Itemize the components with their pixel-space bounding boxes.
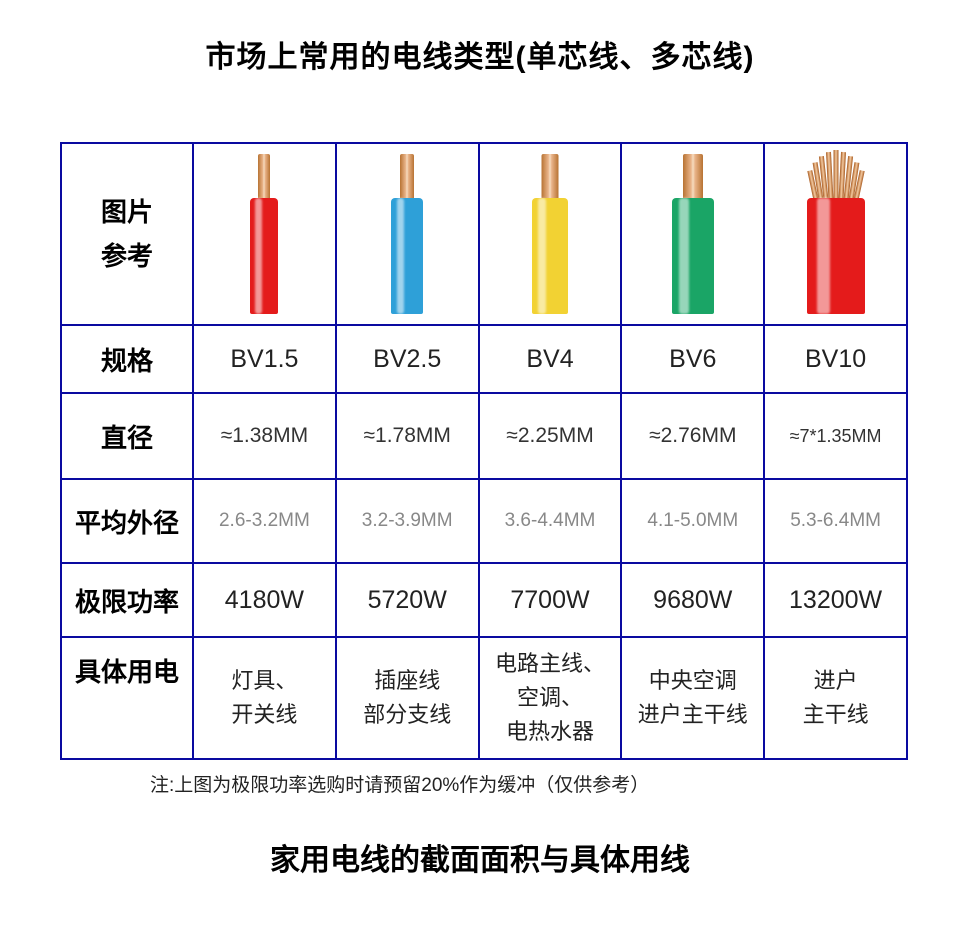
row-avg-outer: 平均外径 2.6-3.2MM 3.2-3.9MM 3.6-4.4MM 4.1-5… — [61, 479, 907, 563]
diameter-value: ≈1.38MM — [193, 393, 336, 479]
spec-value: BV10 — [764, 325, 907, 393]
diameter-value: ≈7*1.35MM — [764, 393, 907, 479]
row-spec: 规格 BV1.5 BV2.5 BV4 BV6 BV10 — [61, 325, 907, 393]
wire-strands — [813, 154, 858, 200]
max-power-value: 4180W — [193, 563, 336, 637]
wire-illustration — [532, 154, 568, 314]
max-power-value: 9680W — [621, 563, 764, 637]
wire-image-cell — [479, 143, 622, 325]
row-max-power: 极限功率 4180W 5720W 7700W 9680W 13200W — [61, 563, 907, 637]
row-label-avg-outer: 平均外径 — [61, 479, 193, 563]
usage-value: 灯具、 开关线 — [193, 637, 336, 759]
usage-value: 插座线 部分支线 — [336, 637, 479, 759]
wire-jacket — [532, 198, 568, 314]
max-power-value: 5720W — [336, 563, 479, 637]
avg-outer-value: 4.1-5.0MM — [621, 479, 764, 563]
wire-image-cell — [764, 143, 907, 325]
wire-jacket — [391, 198, 423, 314]
spec-value: BV2.5 — [336, 325, 479, 393]
avg-outer-value: 5.3-6.4MM — [764, 479, 907, 563]
wire-illustration — [807, 154, 865, 314]
page-title: 市场上常用的电线类型(单芯线、多芯线) — [0, 0, 960, 76]
page-subtitle: 家用电线的截面面积与具体用线 — [0, 835, 960, 879]
wire-illustration — [250, 154, 278, 314]
row-label-usage: 具体用电 — [61, 637, 193, 759]
row-label-diameter: 直径 — [61, 393, 193, 479]
diameter-value: ≈2.25MM — [479, 393, 622, 479]
wire-core — [541, 154, 558, 200]
row-diameter: 直径 ≈1.38MM ≈1.78MM ≈2.25MM ≈2.76MM ≈7*1.… — [61, 393, 907, 479]
diameter-value: ≈1.78MM — [336, 393, 479, 479]
row-label-image: 图片 参考 — [61, 143, 193, 325]
usage-value: 电路主线、 空调、 电热水器 — [479, 637, 622, 759]
avg-outer-value: 2.6-3.2MM — [193, 479, 336, 563]
wire-jacket — [807, 198, 865, 314]
spec-value: BV6 — [621, 325, 764, 393]
max-power-value: 13200W — [764, 563, 907, 637]
wire-jacket — [250, 198, 278, 314]
wire-table-container: 图片 参考 规格 BV1.5 BV2.5 BV4 BV6 BV10 直径 ≈1.… — [60, 142, 908, 760]
max-power-value: 7700W — [479, 563, 622, 637]
row-usage: 具体用电 灯具、 开关线 插座线 部分支线 电路主线、 空调、 电热水器 中央空… — [61, 637, 907, 759]
wire-table: 图片 参考 规格 BV1.5 BV2.5 BV4 BV6 BV10 直径 ≈1.… — [60, 142, 908, 760]
wire-image-cell — [193, 143, 336, 325]
wire-illustration — [672, 154, 714, 314]
usage-value: 进户 主干线 — [764, 637, 907, 759]
wire-image-cell — [336, 143, 479, 325]
row-image: 图片 参考 — [61, 143, 907, 325]
avg-outer-value: 3.2-3.9MM — [336, 479, 479, 563]
wire-core — [683, 154, 703, 200]
diameter-value: ≈2.76MM — [621, 393, 764, 479]
wire-image-cell — [621, 143, 764, 325]
footnote: 注:上图为极限功率选购时请预留20%作为缓冲（仅供参考） — [150, 770, 960, 797]
row-label-spec: 规格 — [61, 325, 193, 393]
row-label-max-power: 极限功率 — [61, 563, 193, 637]
usage-value: 中央空调 进户主干线 — [621, 637, 764, 759]
wire-core — [400, 154, 414, 200]
wire-core — [258, 154, 270, 200]
wire-jacket — [672, 198, 714, 314]
spec-value: BV4 — [479, 325, 622, 393]
avg-outer-value: 3.6-4.4MM — [479, 479, 622, 563]
wire-illustration — [391, 154, 423, 314]
spec-value: BV1.5 — [193, 325, 336, 393]
